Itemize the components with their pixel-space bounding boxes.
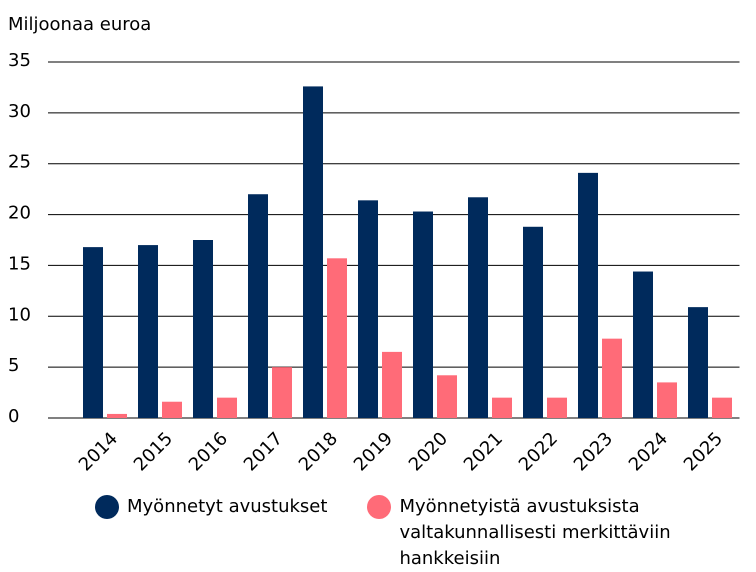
legend-swatch — [367, 495, 392, 519]
legend-swatch — [95, 495, 119, 519]
bar — [578, 172, 598, 418]
bar — [138, 245, 158, 418]
x-tick-label: 2022 — [515, 428, 562, 475]
bar — [657, 382, 677, 418]
bar — [358, 200, 378, 418]
bar — [107, 413, 127, 418]
x-tick-label: 2025 — [680, 428, 727, 475]
bar — [413, 211, 433, 418]
legend: Myönnetyt avustukset Myönnetyistä avustuk… — [95, 494, 674, 572]
y-tick-label: 10 — [8, 304, 31, 325]
bar — [602, 338, 622, 418]
bar — [327, 258, 347, 418]
bar — [303, 86, 323, 418]
legend-item: Myönnetyt avustukset — [95, 494, 327, 572]
y-tick-label: 35 — [8, 50, 31, 71]
bar — [633, 271, 653, 418]
chart-title: Miljoonaa euroa — [8, 14, 151, 35]
bar — [492, 397, 512, 418]
bar — [382, 351, 402, 418]
x-tick-label: 2020 — [405, 428, 452, 475]
x-tick-label: 2015 — [130, 428, 177, 475]
bar — [468, 197, 488, 418]
x-tick-label: 2018 — [295, 428, 342, 475]
x-tick-label: 2024 — [625, 428, 672, 475]
legend-label: Myönnetyistä avustuksista valtakunnallis… — [399, 496, 671, 569]
bar — [272, 367, 292, 418]
y-tick-label: 25 — [8, 152, 31, 173]
bar — [688, 307, 708, 418]
x-tick-label: 2014 — [75, 428, 122, 475]
bar — [437, 375, 457, 418]
y-tick-label: 5 — [8, 355, 19, 376]
x-tick-label: 2023 — [570, 428, 617, 475]
y-tick-label: 15 — [8, 253, 31, 274]
y-tick-label: 30 — [8, 101, 31, 122]
bar — [523, 226, 543, 418]
x-tick-label: 2021 — [460, 428, 507, 475]
y-tick-label: 20 — [8, 203, 31, 224]
bar — [712, 397, 732, 418]
x-tick-label: 2016 — [185, 428, 232, 475]
bar — [193, 240, 213, 418]
bar — [547, 397, 567, 418]
legend-item: Myönnetyistä avustuksista valtakunnallis… — [367, 494, 674, 572]
bar — [83, 247, 103, 418]
y-tick-label: 0 — [8, 406, 19, 427]
legend-label: Myönnetyt avustukset — [127, 496, 328, 517]
bar — [162, 401, 182, 418]
x-tick-label: 2019 — [350, 428, 397, 475]
bar — [248, 194, 268, 418]
x-tick-label: 2017 — [240, 428, 287, 475]
bar — [217, 397, 237, 418]
